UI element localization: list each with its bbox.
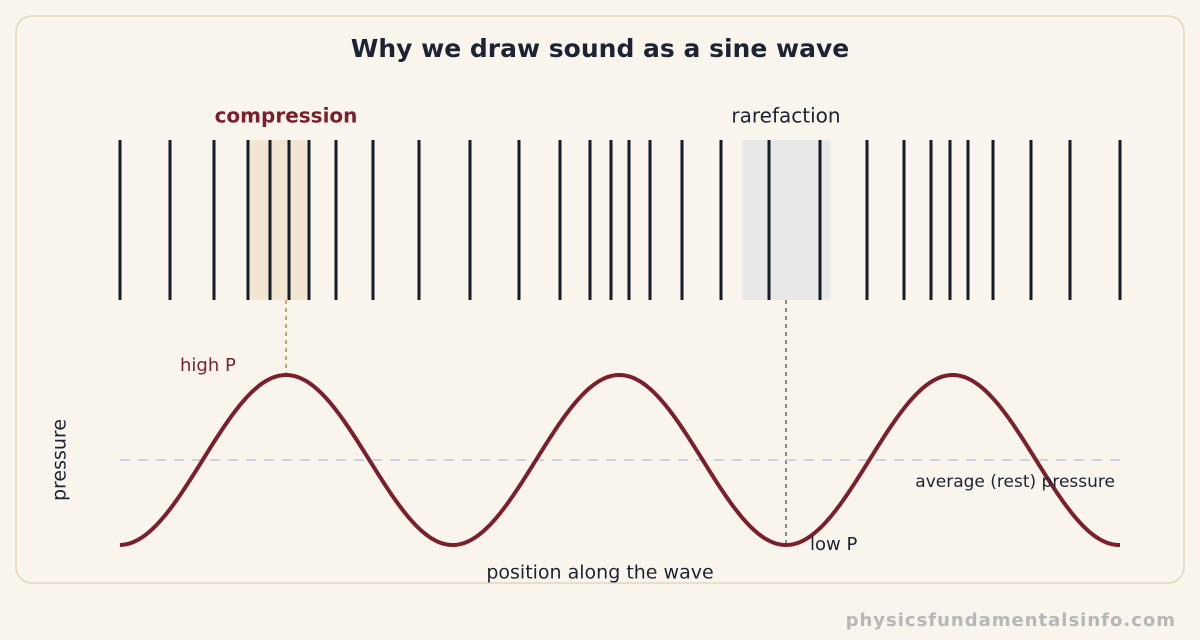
x-axis-label: position along the wave — [486, 562, 713, 584]
compression-zone — [250, 140, 310, 300]
card — [15, 15, 1185, 584]
title: Why we draw sound as a sine wave — [351, 34, 849, 63]
rarefaction-zone — [742, 140, 830, 300]
low-label: low P — [810, 534, 857, 555]
footer: physicsfundamentalsinfo.com — [846, 610, 1176, 631]
y-axis-label: pressure — [49, 419, 71, 501]
rest-label: average (rest) pressure — [915, 472, 1115, 492]
particles — [118, 140, 1122, 300]
pressure-wave — [119, 372, 1121, 548]
high-label: high P — [180, 355, 236, 376]
rarefaction-label: rarefaction — [731, 104, 840, 128]
compression-label: compression — [215, 104, 358, 128]
